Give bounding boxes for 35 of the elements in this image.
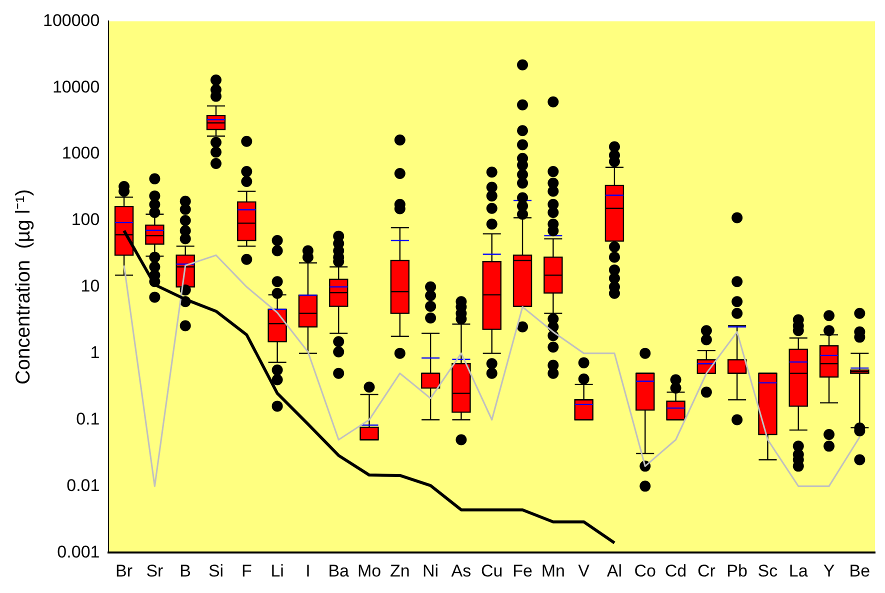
x-tick-label: La	[788, 561, 808, 580]
y-tick-label: 0.001	[57, 542, 100, 562]
x-tick-label: Be	[849, 561, 870, 580]
y-tick-label: 0.01	[66, 476, 100, 495]
y-axis-title: Concentration (µg l⁻¹)	[12, 189, 35, 385]
x-tick-label: Mo	[357, 561, 382, 580]
x-tick-label: As	[451, 561, 472, 580]
x-tick-label: Cd	[664, 561, 687, 580]
x-tick-label: Fe	[512, 561, 532, 580]
x-tick-label: I	[306, 561, 310, 580]
y-tick-label: 100000	[42, 10, 100, 30]
y-tick-label: 100	[71, 210, 100, 230]
x-tick-label: Sc	[758, 561, 778, 580]
x-tick-label: F	[241, 561, 252, 580]
y-tick-label: 1	[90, 343, 100, 362]
x-tick-label: Y	[823, 561, 835, 580]
x-tick-label: Br	[116, 561, 133, 580]
x-tick-label: Cr	[697, 561, 716, 580]
x-tick-label: Mn	[541, 561, 565, 580]
y-tick-label: 1000	[62, 144, 100, 163]
x-tick-label: Al	[606, 561, 622, 580]
x-tick-label: Pb	[726, 561, 748, 580]
x-tick-label: Si	[208, 561, 224, 580]
y-tick-label: 0.1	[76, 409, 100, 428]
x-tick-label: Li	[270, 561, 284, 580]
x-tick-label: Zn	[390, 561, 410, 580]
x-tick-label: V	[578, 561, 590, 580]
x-tick-label: Co	[634, 561, 656, 580]
x-tick-label: Sr	[146, 561, 164, 580]
x-tick-label: Ni	[422, 561, 439, 580]
x-tick-label: Cu	[480, 561, 503, 580]
x-tick-label: Ba	[328, 561, 350, 580]
y-tick-label: 10000	[52, 77, 100, 96]
x-tick-label: B	[180, 561, 192, 580]
y-tick-label: 10	[80, 276, 100, 296]
